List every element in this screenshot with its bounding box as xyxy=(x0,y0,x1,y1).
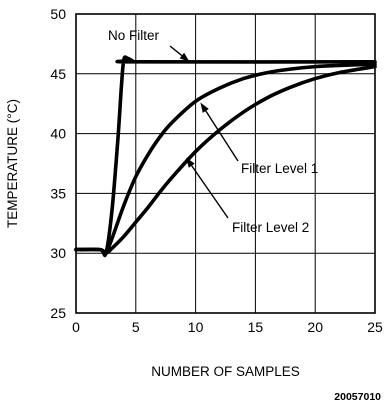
x-tick-label: 10 xyxy=(188,319,204,335)
figure-id: 20057010 xyxy=(334,391,381,403)
plot-frame xyxy=(75,13,376,314)
x-tick-label: 15 xyxy=(248,319,264,335)
y-tick-label: 40 xyxy=(50,126,66,142)
annotation-arrowhead xyxy=(186,157,195,168)
series-curves xyxy=(74,55,377,258)
x-tick-label: 25 xyxy=(367,319,383,335)
y-tick-label: 35 xyxy=(50,185,66,201)
annotation-leader-line xyxy=(205,110,239,162)
y-tick-label: 45 xyxy=(50,66,66,82)
series-line-filter-level-1 xyxy=(74,62,377,255)
annotation-label: No Filter xyxy=(108,28,160,43)
y-axis-title: TEMPERATURE (°C) xyxy=(5,99,20,228)
annotations: No Filter Filter Level 1 Filter Level 2 xyxy=(108,28,318,235)
annotation-leader-line xyxy=(169,45,183,57)
grid xyxy=(76,14,375,313)
y-tick-label: 50 xyxy=(50,6,66,22)
annotation-label: Filter Level 2 xyxy=(232,220,309,235)
tick-labels: 0 5 10 15 20 25 25 30 35 40 45 50 xyxy=(50,6,383,335)
x-tick-label: 20 xyxy=(307,319,323,335)
y-tick-label: 25 xyxy=(50,305,66,321)
x-tick-label: 0 xyxy=(72,319,80,335)
annotation-label: Filter Level 1 xyxy=(241,161,318,176)
annotation-leaders xyxy=(169,45,239,219)
annotation-leader-line xyxy=(191,165,229,219)
y-tick-label: 30 xyxy=(50,245,66,261)
x-axis-title: NUMBER OF SAMPLES xyxy=(151,364,300,379)
annotation-arrowhead xyxy=(179,52,190,62)
annotation-arrowhead xyxy=(200,102,209,113)
series-line-filter-level-2 xyxy=(74,64,377,255)
x-tick-label: 5 xyxy=(132,319,140,335)
